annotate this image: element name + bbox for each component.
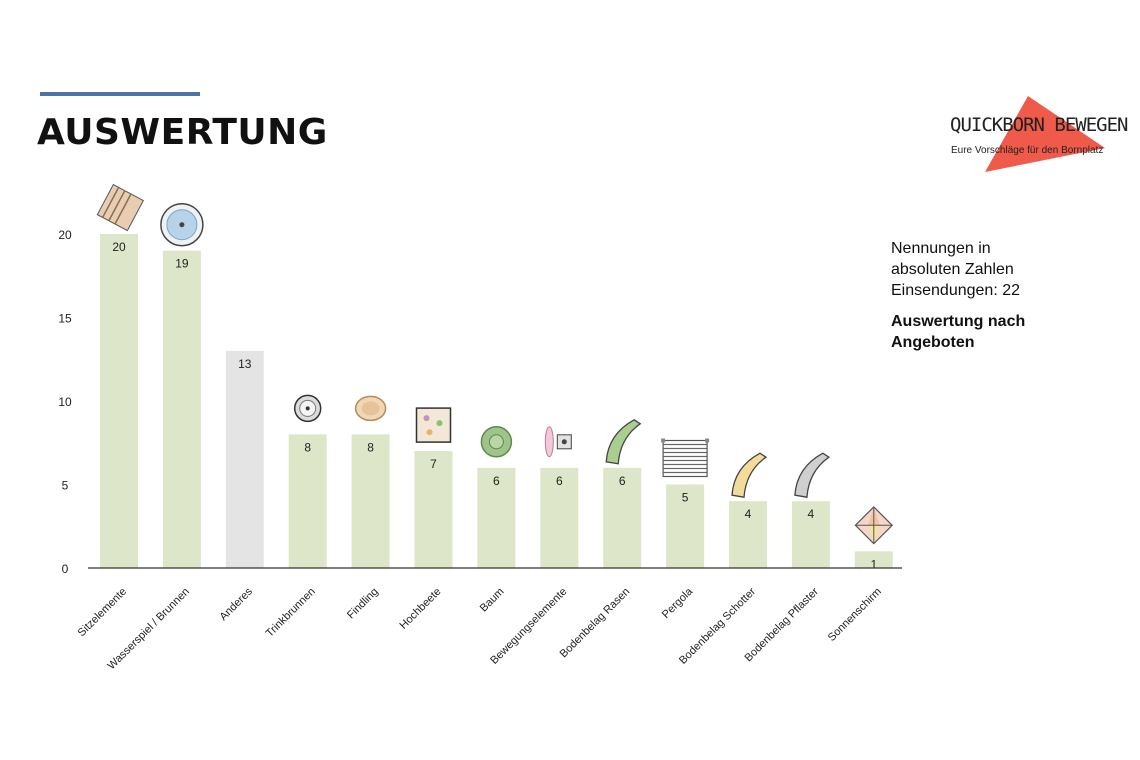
title-accent-line (40, 92, 200, 96)
paving-path-icon (794, 452, 831, 498)
bench-slats-icon (96, 183, 145, 232)
bar-8 (540, 467, 579, 568)
raised-bed-icon (415, 407, 452, 443)
drinking-fountain-icon (293, 394, 322, 423)
bar-value-label: 7 (430, 457, 437, 471)
y-tick-label: 15 (58, 312, 72, 326)
info-line-2: absoluten Zahlen (891, 261, 1014, 278)
bar-value-label: 5 (682, 491, 689, 505)
parasol-icon (854, 506, 894, 545)
x-tick-label: Bodenbelag Rasen (558, 586, 633, 661)
y-tick-label: 20 (58, 228, 72, 242)
info-line-3: Einsendungen: 22 (891, 282, 1020, 299)
bar-5 (351, 434, 390, 568)
x-tick-label: Pergola (660, 585, 696, 621)
logo-triangle (985, 96, 1105, 172)
bar-12 (791, 501, 830, 568)
bar-4 (288, 434, 327, 568)
bar-value-label: 1 (870, 557, 877, 571)
fountain-icon (160, 202, 204, 247)
x-tick-label: Baum (478, 586, 507, 615)
bar-value-label: 4 (745, 507, 752, 521)
page-title: AUSWERTUNG (37, 112, 328, 153)
x-tick-label: Findling (345, 586, 381, 622)
bar-value-label: 20 (112, 240, 126, 254)
x-tick-label: Hochbeete (398, 586, 444, 632)
bar-value-label: 19 (175, 257, 189, 271)
logo: QUICKBORN BEWEGEN Eure Vorschläge für de… (940, 92, 1128, 182)
y-tick-label: 10 (58, 395, 72, 409)
tree-icon (480, 426, 513, 458)
bar-value-label: 6 (619, 474, 626, 488)
bar-value-label: 6 (556, 474, 563, 488)
bar-13 (854, 551, 893, 568)
y-tick-label: 0 (62, 562, 69, 576)
bar-11 (729, 501, 767, 568)
x-tick-label: Sonnenschirm (826, 586, 884, 644)
bar-value-label: 13 (238, 357, 252, 371)
x-tick-label: Sitzelemente (76, 586, 129, 639)
chart-info: Nennungen in absoluten Zahlen Einsendung… (891, 238, 1131, 353)
x-tick-label: Trinkbrunnen (264, 586, 318, 640)
bar-10 (666, 484, 705, 568)
info-line-1: Nennungen in (891, 240, 991, 257)
bar-1 (100, 234, 138, 568)
bar-2 (162, 250, 201, 568)
logo-title: QUICKBORN BEWEGEN (950, 114, 1128, 136)
bar-value-label: 4 (808, 507, 815, 521)
pergola-icon (661, 438, 710, 478)
lawn-path-icon (605, 419, 642, 465)
boulder-icon (354, 395, 387, 422)
y-tick-label: 5 (62, 479, 69, 493)
x-tick-label: Anderes (217, 585, 255, 623)
logo-subtitle: Eure Vorschläge für den Bornplatz (951, 145, 1104, 156)
bar-9 (603, 467, 642, 568)
bar-value-label: 6 (493, 474, 500, 488)
gravel-path-icon (731, 452, 768, 498)
exercise-element-icon (544, 426, 572, 458)
info-heading: Auswertung nach Angeboten (891, 313, 1026, 351)
bar-6 (414, 451, 453, 568)
bar-7 (477, 467, 516, 568)
bar-value-label: 8 (367, 440, 374, 454)
bar-value-label: 8 (304, 440, 311, 454)
bar-3 (225, 350, 264, 568)
